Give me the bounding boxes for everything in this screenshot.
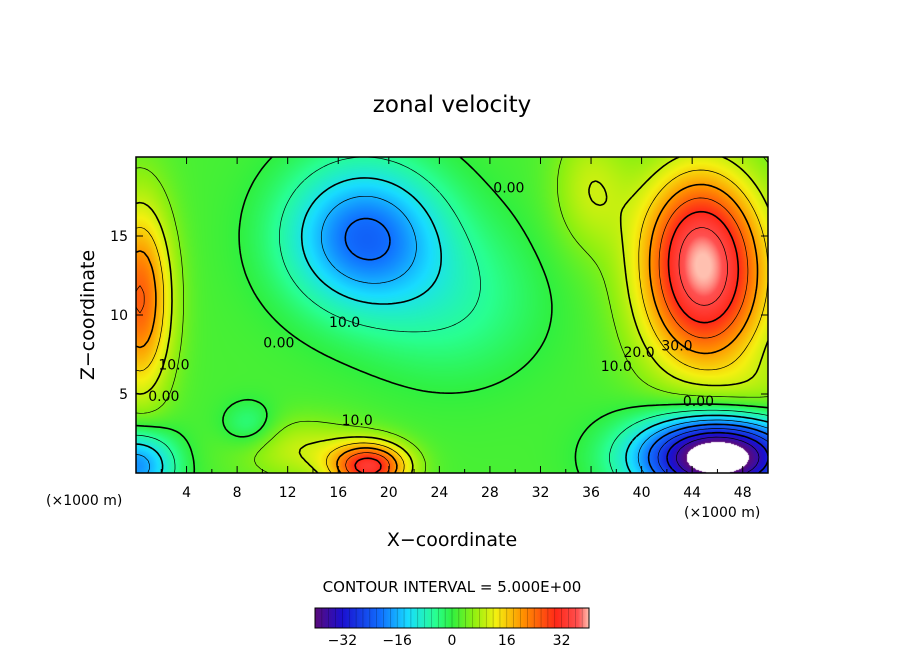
y-axis-label: Z−coordinate [77, 250, 99, 380]
contour-line [136, 157, 768, 473]
y-tick-label: 10 [110, 308, 128, 324]
x-tick-label: 36 [582, 485, 600, 501]
colorbar: −32 −16 0 16 32 [314, 607, 590, 649]
contour-label: 0.00 [493, 181, 524, 197]
x-tick-label: 32 [532, 485, 550, 501]
contour-label: 10.0 [158, 358, 189, 374]
y-tick-label: 5 [119, 387, 128, 403]
contour-label: 10.0 [342, 413, 373, 429]
contour-line [136, 197, 749, 473]
contour-line [136, 169, 768, 473]
contour-line [136, 157, 768, 473]
contour-line [675, 436, 760, 473]
x-tick-label: 16 [329, 485, 347, 501]
contour-label: 10.0 [601, 359, 632, 375]
x-axis-ticks: 4 8 12 16 20 24 28 32 36 40 44 48 [160, 157, 752, 501]
contour-label: 0.00 [148, 389, 179, 405]
contour-line [657, 428, 768, 473]
colorbar-tick-label: 16 [498, 633, 516, 649]
contour-line [136, 157, 768, 473]
contour-line [136, 177, 768, 473]
contour-line [678, 227, 728, 306]
x-tick-label: 24 [430, 485, 448, 501]
contour-label: 30.0 [661, 339, 692, 355]
contour-line [136, 195, 768, 473]
contour-line [136, 183, 759, 473]
contour-interval-text: CONTOUR INTERVAL = 5.000E+00 [323, 578, 582, 596]
x-tick-label: 8 [233, 485, 242, 501]
contour-label: 20.0 [623, 345, 654, 361]
contour-line [136, 157, 768, 473]
x-tick-label: 4 [182, 485, 191, 501]
colorbar-tick-label: 32 [553, 633, 571, 649]
colorbar-tick-label: −32 [328, 633, 358, 649]
contour-label: 0.00 [683, 394, 714, 410]
x-unit-left: (×1000 m) [46, 493, 122, 509]
x-tick-label: 40 [633, 485, 651, 501]
y-tick-label: 15 [110, 229, 128, 245]
x-tick-label: 48 [734, 485, 752, 501]
colorbar-ticks: −32 −16 0 16 32 [328, 633, 571, 649]
contour-label: 10.0 [329, 315, 360, 331]
colorbar-tick-label: 0 [448, 633, 457, 649]
x-tick-label: 44 [683, 485, 701, 501]
x-axis-label: X−coordinate [387, 529, 517, 551]
colorbar-tick-label: −16 [382, 633, 412, 649]
contour-label: 0.00 [263, 335, 294, 351]
chart-title: zonal velocity [373, 92, 531, 118]
colorbar-frame [314, 607, 590, 629]
colorbar-fill [315, 608, 589, 628]
colorbar-divisions [321, 608, 583, 628]
contour-line [354, 210, 740, 473]
y-axis-ticks: 5 10 15 [110, 229, 768, 403]
contour-line [344, 217, 768, 473]
contour-lines [136, 157, 768, 473]
x-unit-right: (×1000 m) [684, 505, 760, 521]
x-tick-label: 28 [481, 485, 499, 501]
x-tick-label: 12 [279, 485, 297, 501]
x-tick-label: 20 [380, 485, 398, 501]
